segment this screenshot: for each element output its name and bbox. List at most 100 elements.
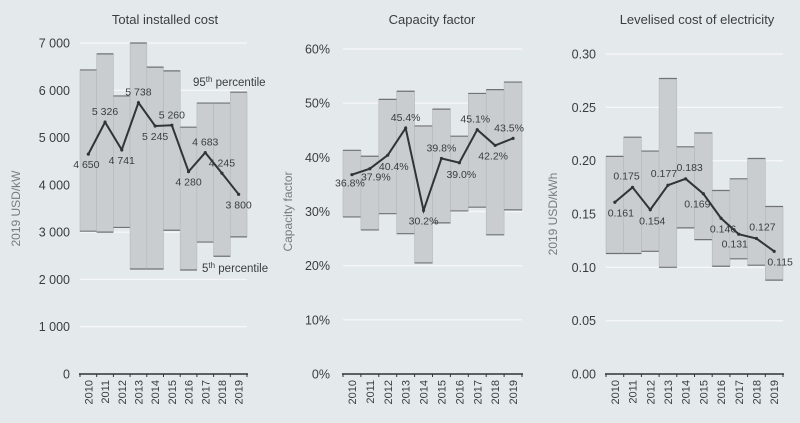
percentile-band-2015 [432,108,451,224]
x-tick-label: 2017 [734,380,746,404]
y-tick-label: 0.05 [572,314,596,328]
y-tick-label: 0.00 [572,368,596,382]
y-tick-label: 10% [305,313,330,327]
data-point-2011 [630,185,635,189]
y-tick-label: 30% [305,205,330,219]
y-tick-label: 0.10 [572,261,596,275]
y-axis-label: 2019 USD/kW [9,170,23,247]
x-tick-label: 2011 [628,380,640,404]
data-label: 39.0% [446,169,476,181]
data-point-2011 [368,167,372,171]
data-label: 4 650 [73,159,99,171]
data-point-2017 [737,232,741,236]
percentile-band-2014 [676,146,695,229]
x-tick-label: 2019 [508,380,520,404]
y-tick-label: 0.25 [572,101,596,115]
data-label: 3 800 [226,199,252,211]
y-tick-label: 5 000 [39,131,70,145]
data-label: 36.8% [335,178,365,190]
x-tick-label: 2013 [401,380,413,404]
x-tick-label: 2010 [610,380,622,404]
data-point-2014 [684,177,688,181]
percentile-band-2015 [163,70,181,231]
x-tick-label: 2013 [663,380,675,404]
data-label: 0.161 [608,207,634,219]
y-tick-label: 0.30 [572,48,596,62]
weighted-average-line [351,125,514,215]
x-tick-label: 2012 [383,380,395,404]
data-label: 4 741 [109,155,135,167]
data-label: 45.4% [391,112,421,124]
data-point-2012 [386,153,390,157]
percentile-band-2019 [503,81,523,211]
x-tick-label: 2014 [150,380,162,404]
x-tick-label: 2011 [365,380,377,404]
data-label: 40.4% [379,161,409,173]
y-tick-label: 40% [305,151,330,165]
data-point-2013 [666,183,670,187]
x-tick-label: 2016 [184,380,196,404]
x-tick-label: 2013 [133,380,145,404]
percentile-band-2017 [196,102,214,243]
y-tick-label: 3 000 [39,226,70,240]
data-point-2018 [754,236,759,241]
x-tick-label: 2017 [472,380,484,404]
x-tick-label: 2015 [436,380,448,404]
chart-title: Capacity factor [389,12,476,27]
data-label: 5 738 [125,87,151,99]
data-point-2010 [86,152,90,156]
data-label: 0.127 [749,222,775,234]
data-label: 42.2% [478,150,508,162]
data-point-2018 [493,143,497,148]
x-tick-label: 2015 [167,380,179,404]
y-tick-label: 1 000 [39,320,70,334]
data-point-2019 [772,249,776,253]
x-tick-label: 2012 [117,380,129,404]
chart-panel-1: Total installed cost 2019 USD/kW 0 1 000 2 0… [9,12,268,404]
data-point-2014 [153,124,157,128]
data-point-2016 [186,170,191,174]
data-point-2012 [120,148,124,152]
x-tick-label: 2016 [454,380,466,404]
data-point-2016 [719,216,723,220]
data-label: 0.131 [722,238,748,250]
x-tick-label: 2010 [347,380,359,404]
data-label: 0.146 [710,223,736,235]
y-axis-label: Capacity factor [281,171,295,251]
x-tick-label: 2014 [681,380,693,404]
percentile-band-2019 [764,206,784,281]
data-point-2016 [457,161,461,165]
y-tick-label: 50% [305,97,330,111]
x-tick-label: 2019 [769,380,781,404]
chart-title: Total installed cost [112,12,219,27]
chart-panel-2: Capacity factor Capacity factor 0% 10% 20% 30… [281,12,524,404]
data-label: 37.9% [361,172,391,184]
data-point-2019 [511,136,515,140]
data-label: 0.115 [767,256,793,268]
y-tick-label: 7 000 [39,37,70,51]
data-label: 45.1% [460,114,490,126]
data-point-2010 [350,173,354,177]
data-label: 5 245 [142,131,168,143]
y-tick-label: 0% [312,368,330,382]
data-point-2019 [237,192,241,196]
data-point-2017 [475,128,479,132]
data-point-2018 [220,171,224,175]
data-label: 0.177 [651,168,677,180]
percentile-band-2010 [79,69,98,232]
data-point-2013 [404,126,408,130]
data-label: 0.183 [677,162,703,174]
chart-title: Levelised cost of electricity [620,12,775,27]
data-label: 4 245 [209,157,235,169]
data-point-2012 [648,208,652,212]
x-tick-label: 2010 [83,380,95,404]
data-label: 5 260 [159,109,185,121]
data-point-2015 [170,123,174,127]
x-tick-label: 2011 [100,380,112,404]
data-label: 39.8% [427,142,457,154]
x-tick-label: 2018 [217,380,229,404]
x-tick-label: 2016 [716,380,728,404]
y-tick-label: 0 [63,368,70,382]
weighted-average-line [614,177,775,253]
